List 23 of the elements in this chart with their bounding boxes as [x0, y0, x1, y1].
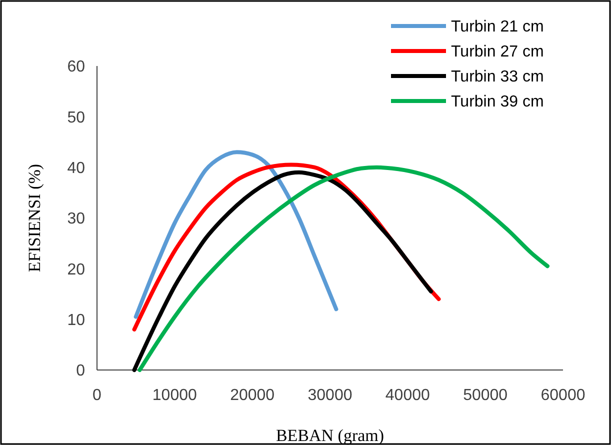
- legend-label: Turbin 33 cm: [451, 68, 544, 86]
- line-series: [138, 165, 550, 372]
- y-tick-label: 0: [76, 362, 86, 380]
- y-tick-label: 20: [67, 261, 86, 278]
- x-tick-label: 0: [92, 387, 102, 404]
- x-axis-title: BEBAN (gram): [276, 426, 384, 445]
- x-tick-label: 20000: [230, 387, 275, 404]
- x-tick-label: 50000: [463, 387, 508, 404]
- y-tick-label: 10: [67, 312, 86, 329]
- legend-label: Turbin 21 cm: [451, 18, 544, 36]
- line-series: [134, 150, 338, 319]
- y-tick-label: 40: [67, 160, 86, 177]
- line-series: [132, 170, 433, 372]
- y-tick-label: 60: [67, 58, 86, 76]
- x-tick-label: 40000: [385, 387, 430, 404]
- legend-label: Turbin 27 cm: [451, 44, 544, 61]
- x-tick-label: 60000: [540, 387, 586, 404]
- legend-label: Turbin 39 cm: [451, 94, 544, 111]
- y-axis-title: EFISIENSI (%): [25, 164, 44, 272]
- y-tick-label: 50: [67, 109, 86, 126]
- x-tick-label: 10000: [152, 387, 198, 404]
- y-tick-label: 30: [67, 210, 86, 228]
- x-tick-label: 30000: [308, 387, 352, 404]
